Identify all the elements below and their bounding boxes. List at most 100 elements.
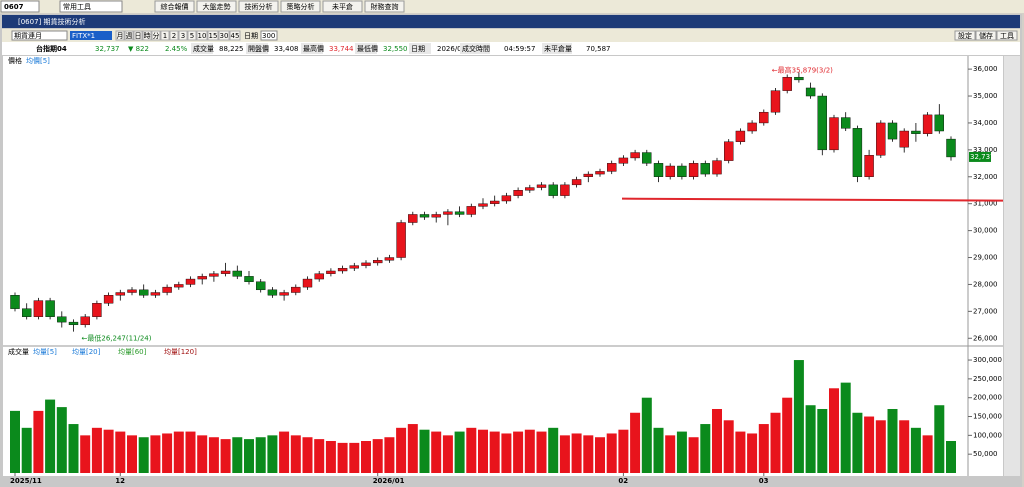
info-field-value: 88,225 — [219, 45, 244, 53]
volume-bar — [208, 437, 219, 473]
candle-body — [256, 281, 266, 291]
period-button[interactable] — [124, 30, 134, 41]
period-button[interactable] — [196, 30, 208, 41]
y-tick-label: 100,000 — [973, 431, 1002, 439]
candle-body — [665, 165, 675, 177]
volume-bar — [899, 420, 910, 473]
volume-bar — [618, 429, 629, 473]
candle-body — [607, 163, 617, 172]
y-tick-label: 33,000 — [973, 146, 998, 154]
candle-body — [747, 122, 757, 132]
volume-bar — [197, 435, 208, 473]
period-button[interactable] — [218, 30, 230, 41]
count-label: 日期 — [244, 32, 258, 40]
info-price: 32,737 — [95, 45, 120, 53]
candle-body — [138, 289, 149, 296]
symbol: FITX*1 — [72, 32, 95, 40]
volume-bar — [910, 427, 921, 473]
period-label: 時 — [144, 32, 151, 40]
symbol-box[interactable] — [70, 31, 112, 40]
period-button[interactable] — [142, 30, 152, 41]
toolbar-button-label: 策略分析 — [287, 2, 315, 11]
period-button[interactable] — [169, 30, 179, 41]
annotation: ←最高35,879(3/2) — [772, 65, 833, 74]
toolbar-button[interactable] — [196, 0, 237, 13]
candle-body — [80, 316, 90, 326]
action-label: 儲存 — [979, 31, 993, 40]
period-button[interactable] — [160, 30, 170, 41]
candle-body — [373, 260, 383, 264]
volume-bar — [138, 437, 149, 473]
candle-body — [817, 95, 827, 151]
candle-body — [794, 76, 804, 81]
annotation: ←最低26,247(11/24) — [82, 334, 152, 343]
period-button[interactable] — [207, 30, 219, 41]
candle-body — [653, 163, 664, 177]
y-tick-label: 29,000 — [973, 254, 998, 262]
period-button[interactable] — [229, 30, 241, 41]
volume-bar — [805, 405, 816, 473]
info-field-label-bg — [246, 43, 268, 54]
candle-body — [209, 273, 219, 277]
volume-bar — [68, 424, 79, 473]
volume-bar — [255, 437, 266, 473]
tools: 常用工具 — [63, 2, 91, 11]
volume-bar — [946, 440, 956, 473]
volume-bar — [606, 433, 617, 473]
action-label: 工具 — [1000, 32, 1014, 40]
volume-bar — [431, 431, 442, 473]
volume-bar — [407, 424, 418, 473]
candle-body — [864, 155, 874, 177]
period-button[interactable] — [187, 30, 197, 41]
toolbar-button[interactable] — [322, 0, 363, 13]
candle-body — [805, 87, 816, 97]
volume-bar — [337, 442, 348, 473]
volume-bar — [676, 431, 687, 473]
top-toolbar — [0, 0, 1024, 13]
volume-bar — [56, 407, 67, 473]
period-button[interactable] — [151, 30, 161, 41]
legend-entry: 均量[60] — [118, 347, 147, 356]
volume-bar — [115, 431, 126, 473]
period-label: 2 — [172, 32, 176, 40]
code: 0607 — [4, 3, 24, 11]
volume-bar — [91, 427, 102, 473]
volume-bar — [103, 429, 114, 473]
volume-bar — [559, 435, 570, 473]
action-button[interactable] — [975, 30, 997, 41]
code-box[interactable] — [0, 0, 40, 13]
toolbar-button-label: 財務查詢 — [371, 2, 399, 11]
volume-bar — [875, 420, 886, 473]
volume-bar — [571, 433, 582, 473]
volume-bar — [466, 427, 477, 473]
volume-bar — [712, 408, 722, 473]
volume-bar — [630, 412, 641, 473]
toolbar-button[interactable] — [364, 0, 405, 13]
candle-body — [770, 90, 781, 113]
count-box[interactable] — [260, 30, 278, 41]
candle-body — [759, 111, 769, 124]
period-button[interactable] — [133, 30, 143, 41]
tools-box[interactable] — [59, 0, 123, 13]
candle-body — [419, 214, 430, 218]
volume-bar — [782, 397, 793, 473]
candle-body — [291, 286, 301, 293]
period-button[interactable] — [115, 30, 125, 41]
volume-bar — [45, 399, 56, 473]
toolbar-button[interactable] — [154, 0, 195, 13]
period-label: 5 — [190, 32, 194, 40]
candle-body — [396, 222, 406, 258]
product-box[interactable] — [11, 30, 68, 41]
volume-bar — [442, 435, 453, 473]
candle-body — [466, 206, 476, 215]
toolbar-button[interactable] — [238, 0, 279, 13]
action-button[interactable] — [996, 30, 1018, 41]
period-button[interactable] — [178, 30, 188, 41]
volume-bar — [314, 439, 325, 473]
toolbar-button[interactable] — [280, 0, 321, 13]
candle-body — [220, 270, 231, 274]
y-tick-label: 150,000 — [973, 413, 1002, 421]
volume-bar — [150, 435, 161, 473]
candle-body — [174, 284, 184, 288]
action-button[interactable] — [954, 30, 976, 41]
